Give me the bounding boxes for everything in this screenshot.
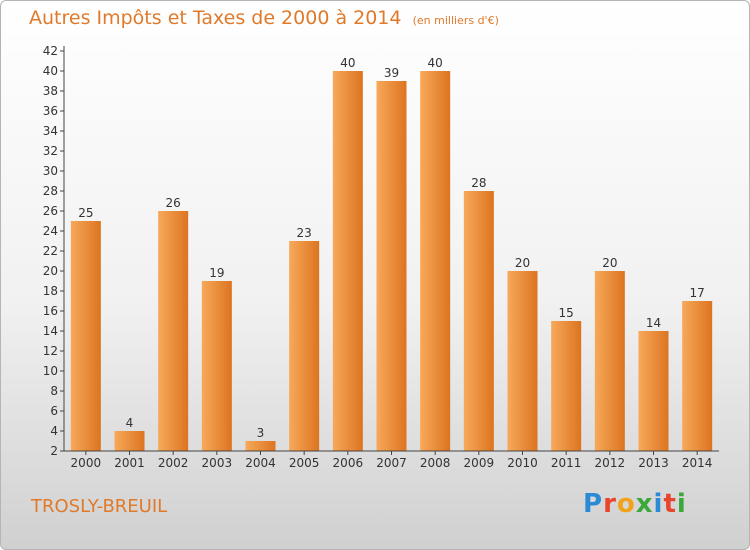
bar-value-label: 25 [78,206,93,220]
y-tick-label: 16 [43,304,58,318]
y-tick-label: 10 [43,364,58,378]
logo-letter: i [676,489,687,519]
logo-letter: x [635,489,654,519]
bar-value-label: 40 [340,56,355,70]
y-tick-label: 34 [43,124,58,138]
bar [245,441,276,451]
y-tick-label: 20 [43,264,58,278]
bar [682,301,713,451]
y-tick-label: 14 [43,324,58,338]
x-tick-label: 2007 [376,456,407,470]
bar [201,281,232,451]
bar [507,271,538,451]
y-tick-label: 32 [43,144,58,158]
logo-letter: i [653,489,664,519]
y-tick-label: 12 [43,344,58,358]
x-tick-label: 2008 [420,456,451,470]
bar [420,71,451,451]
bar-value-label: 19 [209,266,224,280]
bar [289,241,320,451]
y-tick-label: 30 [43,164,58,178]
bar [463,191,494,451]
bar [114,431,145,451]
bar-value-label: 20 [602,256,617,270]
logo-letter: P [583,489,604,519]
x-tick-label: 2002 [158,456,189,470]
y-tick-label: 28 [43,184,58,198]
y-tick-label: 18 [43,284,58,298]
x-tick-label: 2006 [333,456,364,470]
x-tick-label: 2014 [682,456,713,470]
bar [70,221,101,451]
bar-value-label: 15 [559,306,574,320]
y-tick-label: 4 [50,424,58,438]
y-tick-label: 8 [50,384,58,398]
logo-letter: r [603,489,617,519]
x-tick-label: 2001 [114,456,145,470]
y-tick-label: 26 [43,204,58,218]
bar-value-label: 28 [471,176,486,190]
y-tick-label: 40 [43,64,58,78]
bar [594,271,625,451]
y-tick-label: 6 [50,404,58,418]
y-tick-label: 2 [50,444,58,458]
y-tick-label: 24 [43,224,58,238]
logo-letter: t [663,489,677,519]
bar-value-label: 14 [646,316,661,330]
proxiti-logo: Proxiti [583,489,687,519]
bar-value-label: 17 [690,286,705,300]
x-tick-label: 2010 [507,456,538,470]
x-tick-label: 2005 [289,456,320,470]
bar-value-label: 3 [257,426,265,440]
location-name: TROSLY-BREUIL [31,496,168,517]
bar-value-label: 39 [384,66,399,80]
bar [376,81,407,451]
y-tick-label: 38 [43,84,58,98]
chart-unit-label: (en milliers d'€) [412,14,499,27]
bar-value-label: 20 [515,256,530,270]
x-tick-label: 2012 [595,456,626,470]
y-tick-label: 42 [43,44,58,58]
x-tick-label: 2009 [464,456,495,470]
logo-letter: o [616,489,636,519]
y-tick-label: 36 [43,104,58,118]
bar [158,211,189,451]
bar-value-label: 23 [297,226,312,240]
x-tick-label: 2000 [71,456,102,470]
title-row: Autres Impôts et Taxes de 2000 à 2014 (e… [29,7,499,29]
y-tick-label: 22 [43,244,58,258]
x-tick-label: 2013 [638,456,669,470]
chart-title: Autres Impôts et Taxes de 2000 à 2014 [29,7,402,29]
bar [551,321,582,451]
bar-value-label: 4 [126,416,134,430]
bar-value-label: 26 [166,196,181,210]
x-tick-label: 2003 [202,456,233,470]
x-tick-label: 2011 [551,456,582,470]
bar [638,331,669,451]
x-tick-label: 2004 [245,456,276,470]
bar [332,71,363,451]
bar-value-label: 40 [428,56,443,70]
